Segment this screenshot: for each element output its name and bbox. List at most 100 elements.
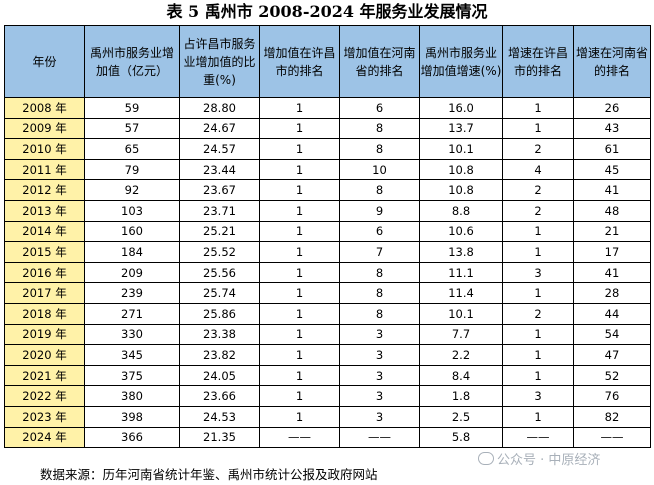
table-cell: ——: [502, 426, 574, 449]
table-cell: 3: [339, 385, 420, 407]
table-cell: 41: [573, 261, 651, 284]
table-cell: 1: [259, 97, 340, 119]
table-cell: 1: [259, 261, 340, 284]
watermark: 公众号 · 中原经济: [478, 449, 600, 468]
table-cell: 25.74: [179, 282, 260, 304]
table-cell: 21.35: [179, 426, 260, 449]
table-cell: 1: [502, 220, 574, 243]
table-cell: 1: [502, 97, 574, 119]
table-cell: 271: [84, 302, 180, 325]
table-cell: 24.53: [179, 405, 260, 428]
table-cell: 45: [573, 158, 651, 181]
table-cell: 1: [259, 364, 340, 387]
table-cell: 3: [502, 261, 574, 284]
year-cell: 2008 年: [4, 97, 85, 119]
column-header: 增加值在许昌市的排名: [259, 25, 340, 98]
table-cell: 54: [573, 323, 651, 346]
table-cell: 2: [502, 199, 574, 222]
table-cell: 2.2: [419, 344, 503, 366]
year-cell: 2016 年: [4, 261, 85, 284]
column-header: 禹州市服务业增加值（亿元）: [84, 25, 180, 98]
table-cell: 8.8: [419, 199, 503, 222]
year-cell: 2010 年: [4, 138, 85, 160]
column-header: 年份: [4, 25, 85, 98]
table-row: 2020 年 345 23.82 1 3 2.2 1 47: [4, 344, 651, 366]
table-cell: 398: [84, 405, 180, 428]
year-cell: 2020 年: [4, 344, 85, 366]
table-cell: 23.67: [179, 179, 260, 201]
table-cell: 48: [573, 199, 651, 222]
column-header: 禹州市服务业增加值增速(%): [419, 25, 503, 98]
table-cell: 1: [259, 344, 340, 366]
table-row: 2010 年 65 24.57 1 8 10.1 2 61: [4, 138, 651, 160]
column-header: 占许昌市服务业增加值的比重(%): [179, 25, 260, 98]
table-row: 2023 年 398 24.53 1 3 2.5 1 82: [4, 405, 651, 428]
table-row: 2024 年 366 21.35 —— —— 5.8 —— ——: [4, 426, 651, 449]
table-body: 2008 年 59 28.80 1 6 16.0 1 26 2009 年 57 24.67 1 8 13.…: [4, 97, 651, 449]
year-cell: 2022 年: [4, 385, 85, 407]
table-cell: 24.67: [179, 117, 260, 140]
table-cell: 10.1: [419, 302, 503, 325]
table-cell: 8: [339, 138, 420, 160]
column-header: 增速在河南省的排名: [573, 25, 651, 98]
table-row: 2013 年 103 23.71 1 9 8.8 2 48: [4, 199, 651, 222]
table-cell: 52: [573, 364, 651, 387]
table-cell: ——: [339, 426, 420, 449]
table-cell: 1: [259, 199, 340, 222]
table-cell: 239: [84, 282, 180, 304]
table-cell: 2: [502, 138, 574, 160]
table-cell: 1: [259, 138, 340, 160]
table-cell: 41: [573, 179, 651, 201]
year-cell: 2009 年: [4, 117, 85, 140]
table-cell: 1: [259, 282, 340, 304]
table-cell: 160: [84, 220, 180, 243]
table-cell: 8: [339, 117, 420, 140]
table-cell: 79: [84, 158, 180, 181]
table-cell: 4: [502, 158, 574, 181]
table-cell: 184: [84, 241, 180, 263]
year-cell: 2023 年: [4, 405, 85, 428]
table-cell: 23.44: [179, 158, 260, 181]
table-row: 2022 年 380 23.66 1 3 1.8 3 76: [4, 385, 651, 407]
table-cell: 61: [573, 138, 651, 160]
year-cell: 2019 年: [4, 323, 85, 346]
table-cell: 16.0: [419, 97, 503, 119]
table-cell: 23.71: [179, 199, 260, 222]
table-row: 2015 年 184 25.52 1 7 13.8 1 17: [4, 241, 651, 263]
table-cell: 24.05: [179, 364, 260, 387]
table-cell: 25.56: [179, 261, 260, 284]
table-row: 2019 年 330 23.38 1 3 7.7 1 54: [4, 323, 651, 346]
table-cell: 2: [502, 179, 574, 201]
table-row: 2008 年 59 28.80 1 6 16.0 1 26: [4, 97, 651, 119]
table-cell: 44: [573, 302, 651, 325]
table-cell: 1.8: [419, 385, 503, 407]
table-cell: 1: [259, 117, 340, 140]
table-cell: 1: [502, 282, 574, 304]
year-cell: 2017 年: [4, 282, 85, 304]
table-row: 2014 年 160 25.21 1 6 10.6 1 21: [4, 220, 651, 243]
table-row: 2009 年 57 24.67 1 8 13.7 1 43: [4, 117, 651, 140]
table-cell: 23.82: [179, 344, 260, 366]
table-cell: 7.7: [419, 323, 503, 346]
table-cell: 1: [259, 385, 340, 407]
table-cell: 1: [259, 241, 340, 263]
table-cell: 47: [573, 344, 651, 366]
table-cell: 24.57: [179, 138, 260, 160]
column-header: 增加值在河南省的排名: [339, 25, 420, 98]
table-cell: 3: [339, 405, 420, 428]
table-cell: 1: [259, 405, 340, 428]
year-cell: 2013 年: [4, 199, 85, 222]
table-cell: 1: [502, 323, 574, 346]
table-cell: 10.1: [419, 138, 503, 160]
table-cell: 10: [339, 158, 420, 181]
table-cell: 375: [84, 364, 180, 387]
table-cell: 380: [84, 385, 180, 407]
table-cell: 11.4: [419, 282, 503, 304]
table-cell: 17: [573, 241, 651, 263]
table-cell: 25.21: [179, 220, 260, 243]
table-cell: 25.86: [179, 302, 260, 325]
year-cell: 2012 年: [4, 179, 85, 201]
table-cell: 8: [339, 261, 420, 284]
table-cell: 8: [339, 179, 420, 201]
table-cell: ——: [573, 426, 651, 449]
